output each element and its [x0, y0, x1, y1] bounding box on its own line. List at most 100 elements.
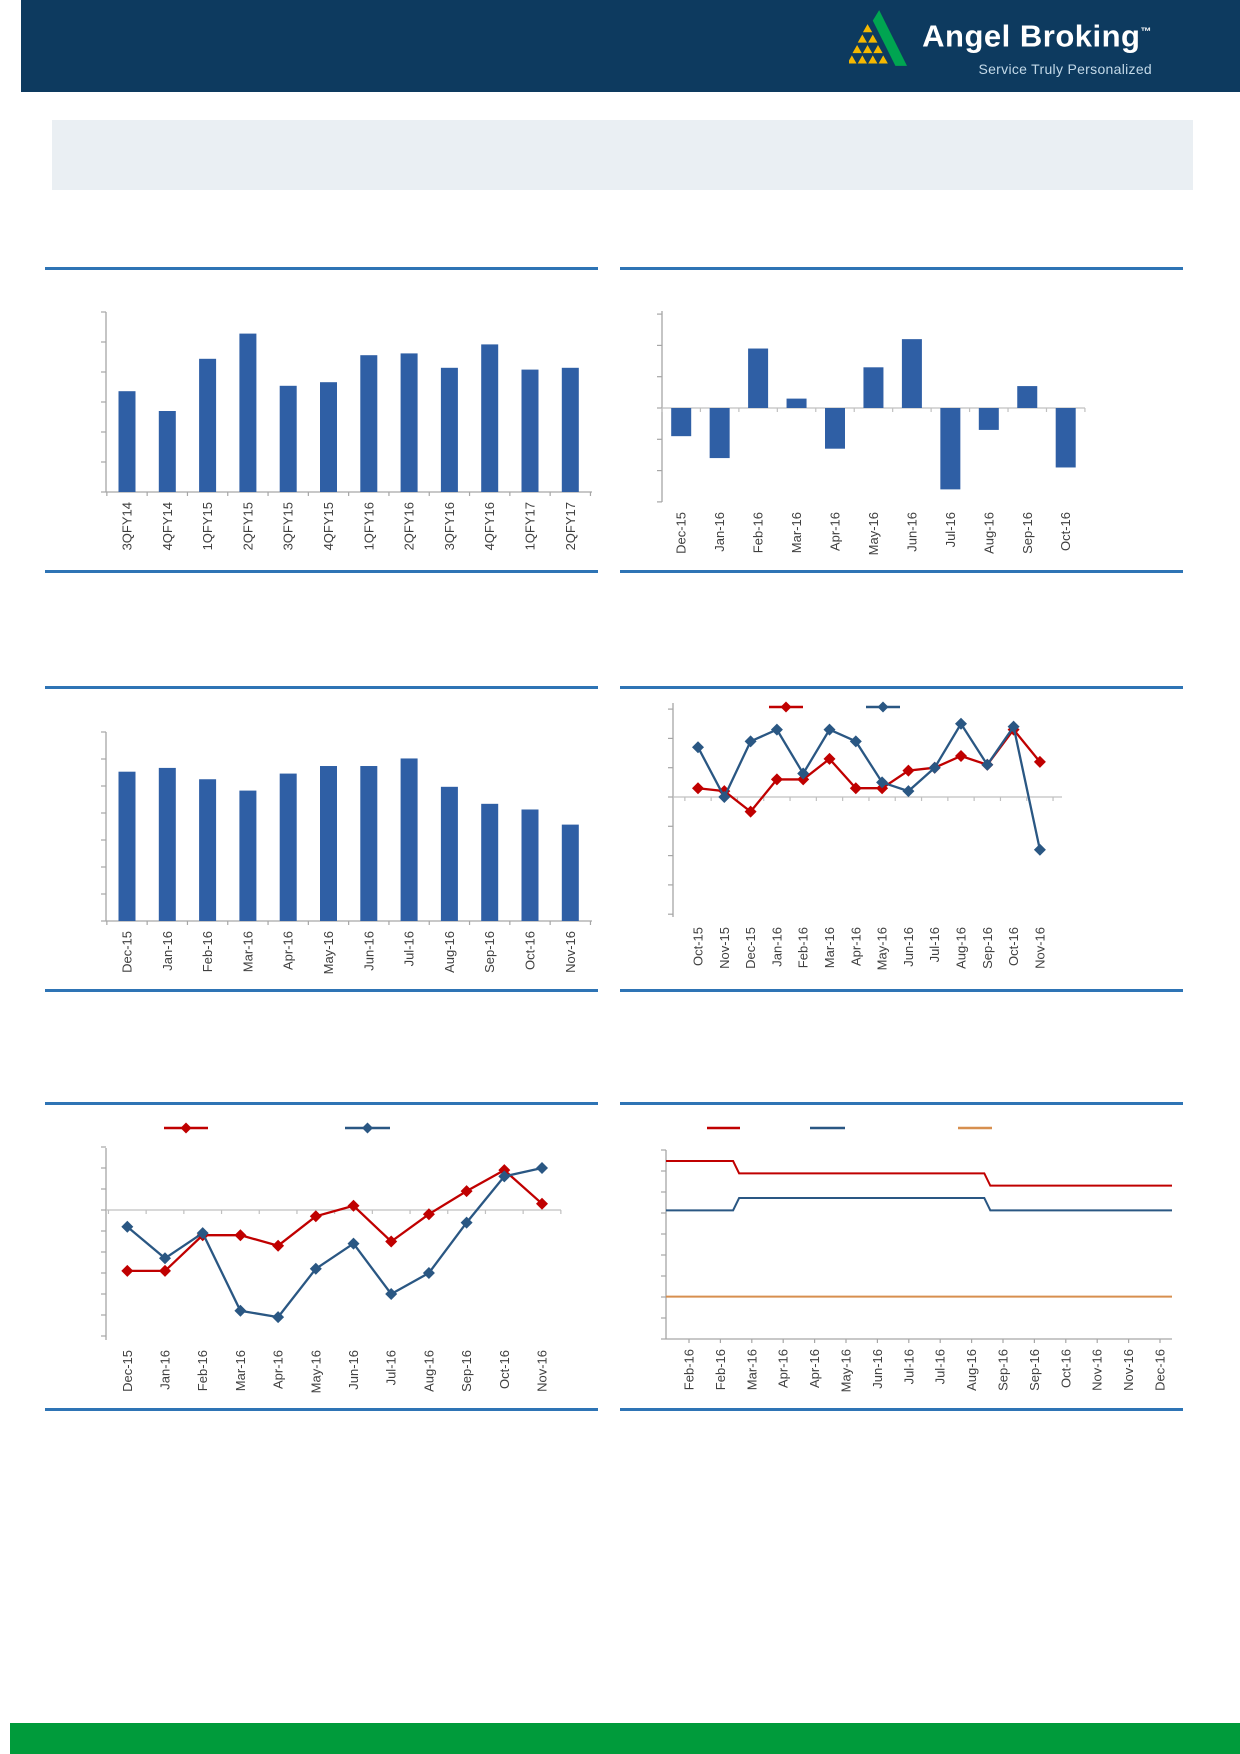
x-label-Feb-16: Feb-16: [195, 1350, 210, 1391]
x-label-Nov-16: Nov-16: [1121, 1349, 1136, 1391]
x-label-Jul-16: Jul-16: [927, 927, 942, 962]
chart-monthly-level-bar: Dec-15 Jan-16 Feb-16 Mar-16 Apr-16 May-16 Jun-…: [45, 686, 598, 992]
x-label-May-16: May-16: [321, 931, 336, 974]
bar-Jan-16: [709, 408, 730, 459]
divider-line: [45, 1102, 598, 1105]
series-red-point-Apr-16: [272, 1239, 285, 1252]
x-label-Oct-15: Oct-15: [691, 927, 706, 966]
angel-broking-logo-icon: [849, 10, 908, 66]
footer-bar: [10, 1723, 1240, 1754]
bar-Jan-16: [158, 767, 176, 921]
x-label-Dec-15: Dec-15: [120, 931, 135, 973]
divider-line: [620, 989, 1183, 992]
x-label-Oct-16: Oct-16: [523, 931, 538, 970]
x-label-3QFY16: 3QFY16: [442, 502, 457, 550]
x-label-Jan-16: Jan-16: [769, 927, 784, 967]
x-label-Jun-16: Jun-16: [361, 931, 376, 971]
bar-Dec-15: [671, 408, 692, 437]
series-blue-point-Nov-16: [536, 1162, 548, 1174]
divider-line: [620, 1102, 1183, 1105]
series-blue-point-Jun-16: [902, 785, 915, 798]
x-label-Jun-16: Jun-16: [870, 1349, 885, 1389]
bar-Jul-16: [400, 758, 418, 921]
chart-quarterly-bar: 3QFY14 4QFY14 1QFY15 2QFY15 3QFY15 4QFY15 1QFY…: [45, 267, 598, 573]
x-label-2QFY15: 2QFY15: [240, 502, 255, 550]
series-blue-point-Mar-16: [234, 1304, 247, 1317]
series-blue-point-Jan-16: [159, 1252, 171, 1265]
x-label-Sep-16: Sep-16: [980, 927, 995, 969]
series-blue-point-Sep-16: [460, 1216, 473, 1229]
x-label-2QFY17: 2QFY17: [563, 502, 578, 550]
chart-two-series-line-a-canvas: Oct-15 Nov-15 Dec-15 Jan-16 Feb-16 Mar-16 Apr-…: [668, 701, 1062, 970]
series-blue-point-Aug-16: [422, 1267, 435, 1279]
bar-3QFY14: [118, 391, 136, 492]
x-label-Nov-16: Nov-16: [1032, 927, 1047, 969]
bar-4QFY15: [320, 382, 337, 492]
x-label-Dec-15: Dec-15: [743, 927, 758, 969]
bar-Feb-16: [748, 348, 769, 408]
x-label-Dec-16: Dec-16: [1153, 1349, 1168, 1391]
series-blue-point-Jul-16: [385, 1288, 398, 1300]
x-label-Jun-16: Jun-16: [901, 927, 916, 967]
bar-Feb-16: [199, 779, 217, 921]
x-label-1QFY15: 1QFY15: [200, 502, 215, 550]
series-red-point-Sep-16: [460, 1185, 473, 1198]
bar-Dec-15: [118, 771, 136, 921]
bar-3QFY16: [440, 367, 458, 492]
series-blue-point-Mar-16: [823, 723, 836, 736]
brand-name: Angel Broking™: [922, 18, 1152, 54]
x-label-Jul-16: Jul-16: [402, 931, 417, 966]
chart-monthly-level-bar-canvas: Dec-15 Jan-16 Feb-16 Mar-16 Apr-16 May-16 Jun-…: [101, 731, 592, 974]
x-label-Aug-16: Aug-16: [421, 1350, 436, 1392]
x-label-Apr-16: Apr-16: [828, 512, 843, 551]
legend-marker-series-red: [180, 1122, 192, 1134]
bar-Aug-16: [978, 408, 999, 430]
series-blue-point-Dec-15: [744, 735, 757, 748]
x-label-Jul-16: Jul-16: [384, 1350, 399, 1385]
x-label-4QFY15: 4QFY15: [321, 502, 336, 550]
bar-Aug-16: [440, 786, 458, 921]
divider-line: [620, 686, 1183, 689]
series-blue-point-Dec-15: [121, 1220, 134, 1233]
bar-Sep-16: [481, 803, 499, 921]
divider-line: [620, 267, 1183, 270]
bar-Jul-16: [940, 408, 961, 490]
series-blue-line: [696, 721, 1042, 850]
x-label-Apr-16: Apr-16: [807, 1349, 822, 1388]
series-red-point-Apr-16: [849, 782, 862, 795]
divider-line: [45, 1408, 598, 1411]
chart-two-series-line-a: Oct-15 Nov-15 Dec-15 Jan-16 Feb-16 Mar-16 Apr-…: [620, 686, 1183, 992]
series-red-point-Aug-16: [955, 749, 967, 762]
bar-May-16: [320, 766, 337, 921]
x-label-Oct-16: Oct-16: [1058, 1349, 1073, 1388]
bar-1QFY15: [199, 358, 217, 492]
bar-4QFY14: [158, 411, 176, 492]
summary-banner: [52, 120, 1193, 190]
series-red-point-Jan-16: [159, 1264, 171, 1277]
header-bar: Angel Broking™ Service Truly Personalize…: [21, 0, 1240, 92]
bar-4QFY16: [481, 344, 499, 492]
series-red-step-line: [666, 1160, 1172, 1187]
bar-2QFY16: [400, 353, 418, 492]
chart-quarterly-bar-canvas: 3QFY14 4QFY14 1QFY15 2QFY15 3QFY15 4QFY15 1QFY…: [101, 311, 592, 550]
series-blue-point-May-16: [309, 1262, 322, 1275]
series-blue-point-Sep-16: [981, 758, 994, 771]
bar-May-16: [863, 367, 884, 408]
x-label-Jun-16: Jun-16: [904, 512, 919, 552]
x-label-Nov-16: Nov-16: [535, 1350, 550, 1392]
series-red-point-Jan-16: [770, 773, 783, 786]
brand-text: Angel Broking™ Service Truly Personalize…: [922, 9, 1152, 77]
x-label-Jun-16: Jun-16: [346, 1350, 361, 1390]
x-label-Jul-16: Jul-16: [943, 512, 958, 547]
series-blue-point-Oct-16: [1007, 720, 1020, 733]
x-label-Sep-16: Sep-16: [1020, 512, 1035, 554]
series-red-point-Aug-16: [422, 1208, 435, 1221]
x-label-Apr-16: Apr-16: [271, 1350, 286, 1389]
bar-Oct-16: [1055, 408, 1076, 468]
x-label-Oct-16: Oct-16: [1058, 512, 1073, 551]
series-red-point-May-16: [309, 1210, 322, 1223]
x-label-Jan-16: Jan-16: [712, 512, 727, 552]
chart-three-series-step-line: Feb-16 Feb-16 Mar-16 Apr-16 Apr-16 May-16 Jun-…: [620, 1102, 1183, 1411]
bar-Mar-16: [786, 398, 807, 408]
series-red-point-Oct-16: [498, 1164, 511, 1177]
